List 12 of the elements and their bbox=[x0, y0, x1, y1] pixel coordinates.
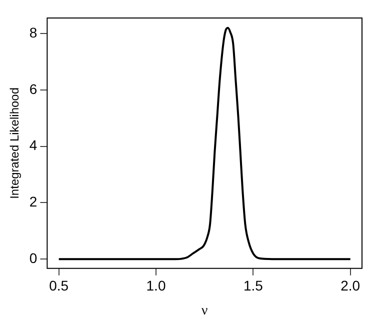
y-tick-label: 2 bbox=[29, 194, 38, 210]
x-tick-label: 1.0 bbox=[146, 278, 166, 294]
x-axis-title: ν bbox=[201, 303, 208, 318]
line-series bbox=[58, 26, 352, 260]
x-tick-label: 0.5 bbox=[49, 278, 69, 294]
y-tick-label: 8 bbox=[29, 24, 38, 40]
y-tick-label: 4 bbox=[29, 137, 38, 154]
y-tick-label: 0 bbox=[29, 250, 38, 266]
y-tick-label: 6 bbox=[29, 80, 38, 97]
x-tick-label: 1.5 bbox=[243, 278, 264, 294]
y-axis-title: Integrated Likelihood bbox=[8, 87, 22, 199]
x-tick-label: 2.0 bbox=[340, 278, 360, 294]
